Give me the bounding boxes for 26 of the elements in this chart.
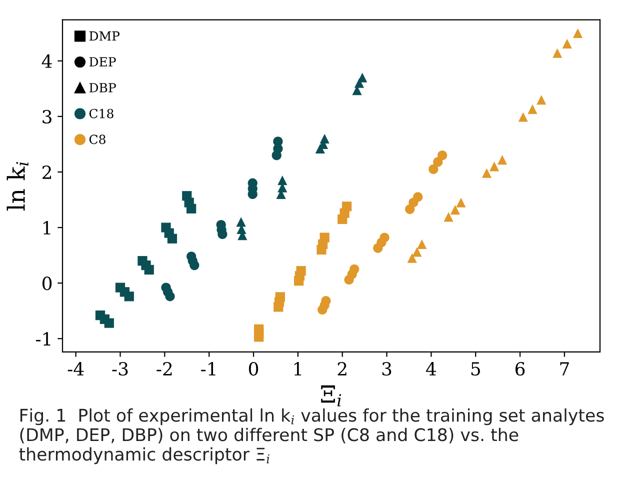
y-tick-label: 1 bbox=[43, 220, 50, 234]
y-tick-label: 2 bbox=[42, 165, 52, 179]
x-tick-label: -4 bbox=[68, 362, 84, 376]
legend-label: DEP bbox=[89, 57, 116, 66]
y-tick-label: 3 bbox=[42, 110, 52, 124]
x-tick-label: -1 bbox=[201, 362, 216, 376]
x-tick-label: 7 bbox=[560, 362, 569, 376]
x-tick-label: 6 bbox=[516, 362, 525, 376]
legend-label: DMP bbox=[89, 31, 120, 41]
x-tick-label: 1 bbox=[294, 362, 302, 376]
x-tick-label: -2 bbox=[156, 362, 172, 376]
x-tick-label: -3 bbox=[112, 362, 128, 376]
legend-label: C18 bbox=[89, 108, 114, 118]
x-tick-label: 3 bbox=[382, 362, 392, 376]
y-tick-label: 0 bbox=[42, 276, 52, 290]
x-tick-label: 4 bbox=[426, 362, 436, 376]
y-tick-label: 4 bbox=[42, 54, 52, 68]
caption: Fig. 1 Plot of experimental ln k$_{i}$ values for the training set analytes (DMP, DEP, DBP) on two different SP (C8 and C18) vs. the thermodynamic descriptor Ξ$_{i}$ bbox=[19, 408, 604, 464]
x-axis-title: Ξ$_{i}$ bbox=[321, 385, 342, 406]
legend-label: C8 bbox=[89, 134, 106, 144]
x-tick-label: 2 bbox=[338, 362, 346, 376]
legend-label: DBP bbox=[89, 83, 116, 92]
x-tick-label: 5 bbox=[471, 362, 480, 376]
x-tick-label: 0 bbox=[248, 362, 258, 376]
y-tick-label: -1 bbox=[36, 332, 50, 346]
y-axis-title: ln k$_{i}$ bbox=[6, 162, 28, 211]
